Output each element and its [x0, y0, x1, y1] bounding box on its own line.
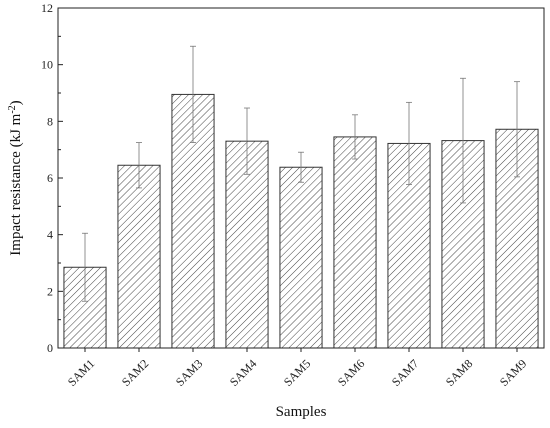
x-tick-label: SAM7 — [389, 356, 422, 389]
error-bar-sam2 — [136, 142, 142, 189]
x-tick-label: SAM8 — [443, 356, 476, 389]
x-tick-label: SAM9 — [497, 356, 530, 389]
y-tick-label: 0 — [47, 341, 53, 355]
bar-sam5 — [279, 166, 323, 349]
y-tick-label: 10 — [41, 58, 53, 72]
error-bar-sam9 — [514, 81, 520, 178]
bar-sam6 — [333, 136, 377, 349]
y-axis-label-main: Impact resistance (kJ m — [8, 113, 24, 255]
error-bar-sam5 — [298, 151, 304, 183]
error-bar-sam3 — [190, 45, 196, 143]
y-tick-label: 4 — [47, 228, 53, 242]
y-tick-label: 6 — [47, 171, 53, 185]
x-tick-label: SAM6 — [335, 356, 368, 389]
x-axis-ticks: SAM1 SAM2 SAM3 SAM4 SAM5 SAM6 SAM7 SAM8 SAM9 — [65, 348, 530, 389]
y-axis-ticks: 0 2 4 6 8 10 12 — [41, 1, 63, 355]
error-bar-sam7 — [406, 101, 412, 185]
error-bar-sam1 — [82, 232, 88, 302]
y-axis-label-close: ) — [8, 100, 24, 105]
error-bars-layer — [82, 45, 520, 302]
y-tick-label: 2 — [47, 284, 53, 298]
x-tick-label: SAM3 — [173, 356, 206, 389]
error-bar-sam8 — [460, 77, 466, 204]
y-tick-label: 12 — [41, 1, 53, 15]
x-axis-label: Samples — [276, 404, 327, 420]
y-axis-label: Impact resistance (kJ m-2) — [7, 100, 25, 255]
y-axis-label-superscript: -2 — [7, 105, 18, 113]
x-tick-label: SAM2 — [119, 356, 152, 389]
error-bar-sam6 — [352, 114, 358, 160]
error-bar-sam4 — [244, 107, 250, 175]
bars-layer — [63, 93, 539, 349]
bar-sam2 — [117, 164, 161, 349]
x-tick-label: SAM4 — [227, 356, 260, 389]
x-tick-label: SAM5 — [281, 356, 314, 389]
y-tick-label: 8 — [47, 114, 53, 128]
x-tick-label: SAM1 — [65, 356, 98, 389]
